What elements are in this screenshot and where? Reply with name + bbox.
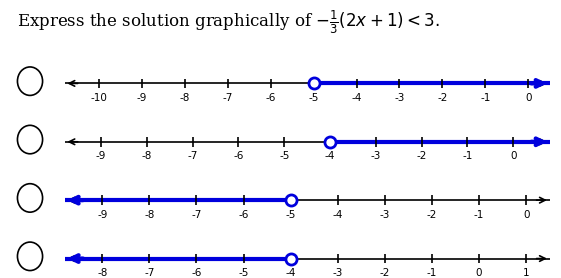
Text: -4: -4 — [325, 151, 335, 161]
Text: -9: -9 — [137, 93, 147, 103]
Text: -7: -7 — [223, 93, 233, 103]
Text: -1: -1 — [427, 268, 437, 278]
Text: -9: -9 — [97, 210, 107, 220]
Text: 1: 1 — [523, 268, 530, 278]
Text: -8: -8 — [142, 151, 152, 161]
Text: -4: -4 — [333, 210, 343, 220]
Text: -3: -3 — [333, 268, 343, 278]
Text: -2: -2 — [416, 151, 427, 161]
Text: -5: -5 — [238, 268, 249, 278]
Text: -8: -8 — [180, 93, 190, 103]
Text: -2: -2 — [380, 268, 390, 278]
Text: -5: -5 — [279, 151, 289, 161]
Text: -7: -7 — [187, 151, 198, 161]
Text: -3: -3 — [371, 151, 381, 161]
Text: 0: 0 — [525, 93, 532, 103]
Text: 0: 0 — [510, 151, 517, 161]
Text: -9: -9 — [96, 151, 107, 161]
Text: -6: -6 — [233, 151, 243, 161]
Text: -1: -1 — [474, 210, 484, 220]
Text: -6: -6 — [191, 268, 201, 278]
Text: -4: -4 — [286, 268, 296, 278]
Text: 0: 0 — [476, 268, 482, 278]
Text: -10: -10 — [90, 93, 107, 103]
Text: Express the solution graphically of $-\frac{1}{3}(2x + 1) < 3.$: Express the solution graphically of $-\f… — [17, 9, 440, 36]
Text: -1: -1 — [462, 151, 472, 161]
Text: -5: -5 — [286, 210, 296, 220]
Text: -8: -8 — [144, 210, 154, 220]
Text: -6: -6 — [238, 210, 249, 220]
Text: -3: -3 — [380, 210, 390, 220]
Text: -8: -8 — [97, 268, 107, 278]
Text: -2: -2 — [437, 93, 448, 103]
Text: 0: 0 — [523, 210, 530, 220]
Text: -3: -3 — [394, 93, 404, 103]
Text: -5: -5 — [309, 93, 319, 103]
Text: -1: -1 — [480, 93, 490, 103]
Text: -4: -4 — [351, 93, 362, 103]
Text: -7: -7 — [191, 210, 201, 220]
Text: -7: -7 — [144, 268, 154, 278]
Text: -2: -2 — [427, 210, 437, 220]
Text: -6: -6 — [265, 93, 276, 103]
